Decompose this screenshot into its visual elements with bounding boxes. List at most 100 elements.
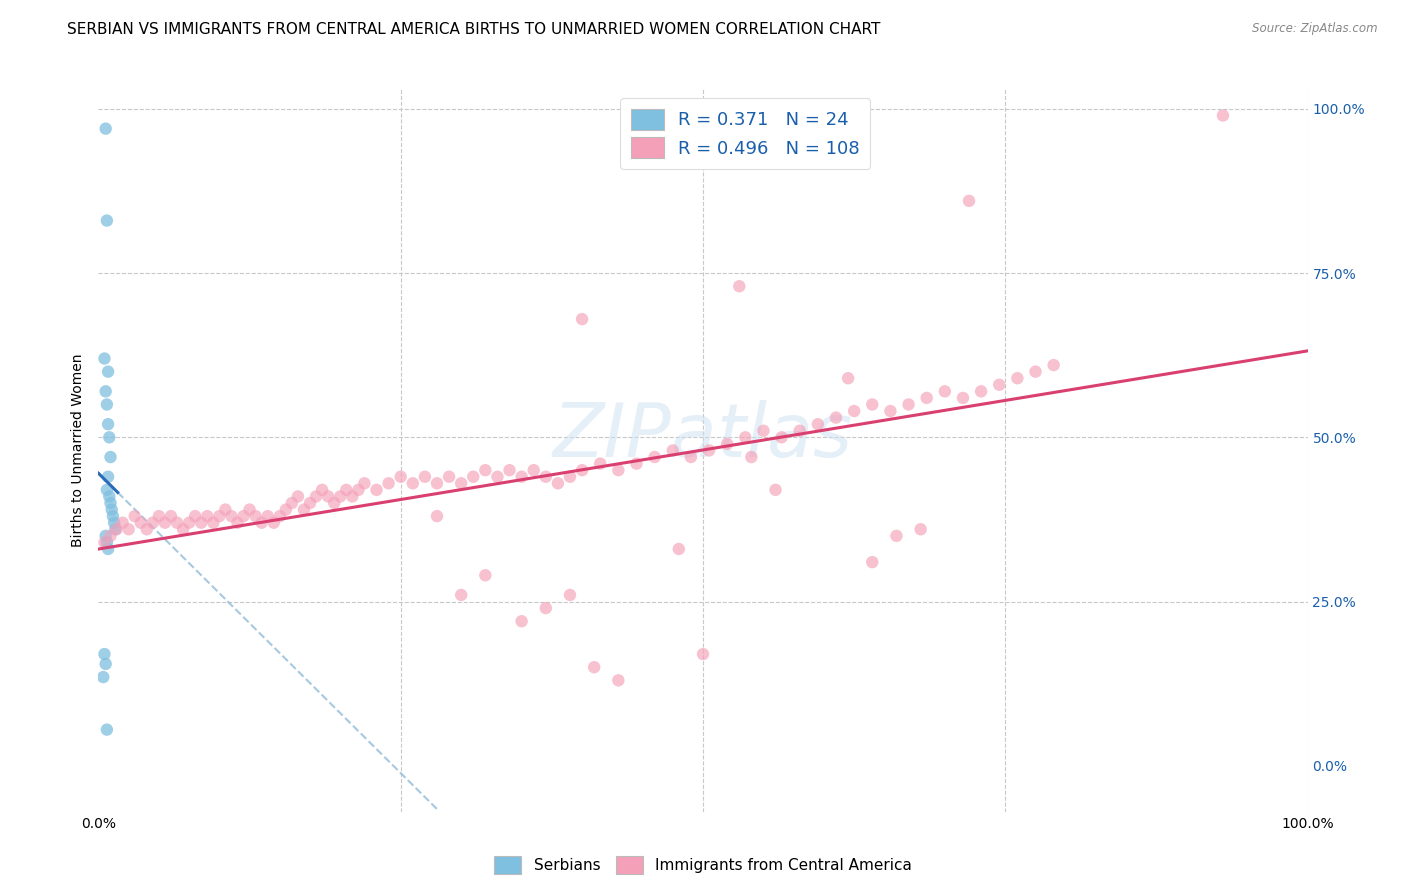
Point [98,490,121,504]
Point [172,522,194,536]
Text: ZIPatlas: ZIPatlas [553,400,853,472]
Point [970,384,993,399]
Point [142,516,165,530]
Point [626,457,648,471]
Point [807,417,830,432]
Point [96,535,118,549]
Point [111,516,134,530]
Point [825,410,848,425]
Point [860,397,883,411]
Point [256,509,278,524]
Point [118,522,141,536]
Point [135,522,157,536]
Point [474,568,496,582]
Point [1042,358,1064,372]
Point [589,457,612,471]
Point [184,509,207,524]
Point [534,601,557,615]
Point [329,490,352,504]
Point [274,502,297,516]
Legend: Serbians, Immigrants from Central America: Serbians, Immigrants from Central Americ… [488,850,918,880]
Point [450,588,472,602]
Point [166,516,188,530]
Point [752,424,775,438]
Point [692,647,714,661]
Point [96,213,118,227]
Point [98,430,121,444]
Point [93,647,115,661]
Point [94,121,117,136]
Point [377,476,399,491]
Point [498,463,520,477]
Point [316,490,339,504]
Point [366,483,388,497]
Point [91,670,114,684]
Point [160,509,183,524]
Point [583,660,606,674]
Point [558,588,581,602]
Point [323,496,346,510]
Point [523,463,546,477]
Point [558,469,581,483]
Point [463,469,485,483]
Point [607,463,630,477]
Point [214,502,236,516]
Point [104,522,127,536]
Point [94,384,117,399]
Point [1212,108,1234,122]
Point [281,496,304,510]
Point [269,509,291,524]
Point [153,516,176,530]
Point [342,490,364,504]
Point [239,502,262,516]
Point [728,279,751,293]
Text: SERBIAN VS IMMIGRANTS FROM CENTRAL AMERICA BIRTHS TO UNMARRIED WOMEN CORRELATION: SERBIAN VS IMMIGRANTS FROM CENTRAL AMERI… [67,22,882,37]
Point [93,351,115,366]
Point [534,469,557,483]
Point [124,509,146,524]
Point [353,476,375,491]
Point [221,509,243,524]
Y-axis label: Births to Unmarried Women: Births to Unmarried Women [72,354,86,547]
Point [100,496,122,510]
Point [740,450,762,464]
Point [195,509,218,524]
Point [1007,371,1029,385]
Point [97,417,120,432]
Point [879,404,901,418]
Point [988,377,1011,392]
Point [486,469,509,483]
Point [94,657,117,671]
Point [179,516,201,530]
Point [413,469,436,483]
Point [765,483,787,497]
Point [897,397,920,411]
Point [915,391,938,405]
Point [335,483,357,497]
Point [96,483,118,497]
Point [97,541,120,556]
Point [644,450,666,464]
Point [886,529,908,543]
Point [697,443,720,458]
Point [789,424,811,438]
Point [1024,365,1046,379]
Point [716,437,738,451]
Point [770,430,793,444]
Point [607,673,630,688]
Point [292,502,315,516]
Point [571,312,593,326]
Point [426,509,449,524]
Point [105,522,128,536]
Point [679,450,702,464]
Point [668,541,690,556]
Point [437,469,460,483]
Point [100,529,122,543]
Point [734,430,756,444]
Point [661,443,683,458]
Point [226,516,249,530]
Point [94,529,117,543]
Point [97,365,120,379]
Point [208,509,231,524]
Point [837,371,859,385]
